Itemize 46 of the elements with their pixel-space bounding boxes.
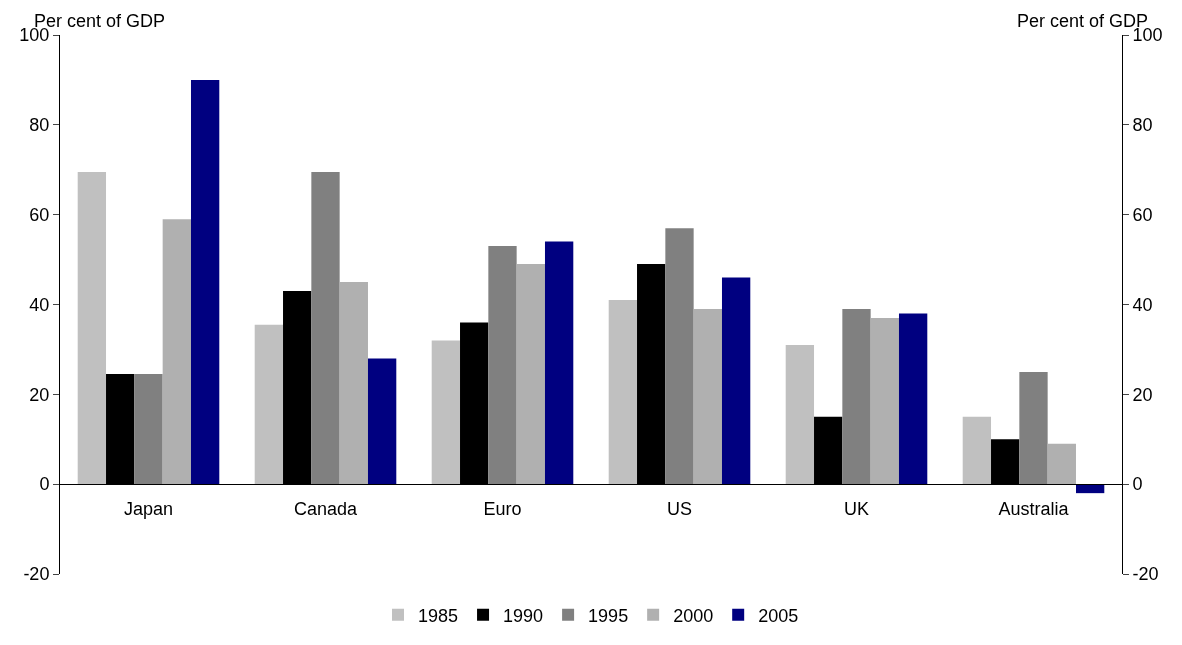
legend-label: 2000: [673, 605, 714, 626]
bar: [544, 241, 574, 485]
y2-tick-label: 80: [1132, 115, 1153, 136]
bar: [134, 374, 163, 485]
bar: [162, 219, 191, 485]
bar: [608, 300, 638, 485]
bar: [665, 228, 694, 485]
x-tick-label: US: [666, 498, 693, 519]
y-tick-label: 80: [29, 115, 50, 136]
bar: [693, 308, 722, 485]
bar: [190, 79, 220, 485]
bar: [516, 264, 545, 485]
bar: [962, 416, 992, 485]
bar: [785, 344, 815, 485]
legend-label: 1985: [418, 605, 459, 626]
bar: [367, 358, 397, 485]
x-tick-label: UK: [843, 498, 870, 519]
x-tick-label: Euro: [483, 498, 522, 519]
bar: [77, 172, 107, 485]
x-tick-label: Australia: [998, 498, 1070, 519]
y-tick-label: 60: [29, 204, 50, 225]
legend-label: 2005: [758, 605, 799, 626]
y-tick-label: 20: [29, 384, 50, 405]
y2-tick-label: 20: [1132, 384, 1153, 405]
bar: [1047, 443, 1076, 485]
bar: [842, 308, 871, 485]
bar: [254, 324, 284, 485]
y-tick-label: 40: [29, 294, 50, 315]
bar: [488, 246, 517, 485]
bar: [311, 172, 340, 485]
y2-tick-label: 40: [1132, 294, 1153, 315]
legend-label: 1990: [503, 605, 544, 626]
bar: [870, 317, 899, 485]
bar: [1019, 371, 1048, 485]
bar: [721, 277, 751, 485]
x-tick-label: Japan: [123, 498, 174, 519]
y2-tick-label: 0: [1132, 474, 1143, 495]
bar: [431, 340, 461, 485]
x-tick-label: Canada: [293, 498, 359, 519]
y2-tick-label: 60: [1132, 204, 1153, 225]
bar: [339, 282, 368, 485]
legend-label: 1995: [588, 605, 629, 626]
y2-tick-label: -20: [1132, 564, 1159, 585]
y-tick-label: 0: [39, 474, 50, 495]
y-tick-label: -20: [23, 564, 50, 585]
bar: [898, 313, 928, 485]
